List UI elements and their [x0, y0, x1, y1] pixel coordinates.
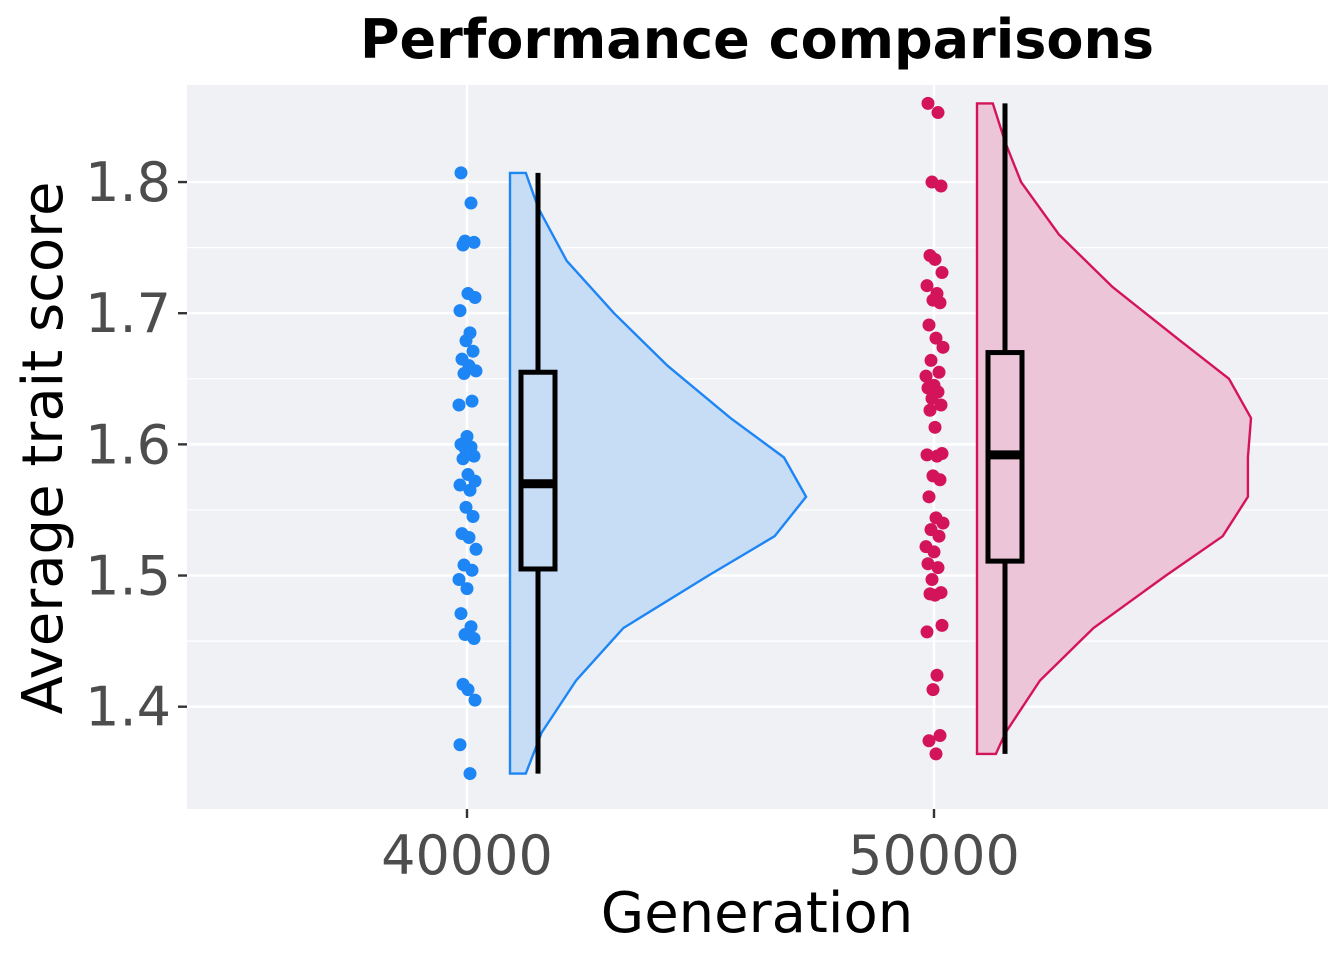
- data-point: [936, 516, 950, 530]
- data-point: [923, 403, 937, 417]
- y-tick-label: 1.5: [85, 545, 171, 608]
- group-50000: [919, 96, 1253, 761]
- data-point: [933, 473, 947, 487]
- data-point: [453, 738, 467, 752]
- data-point: [936, 340, 950, 354]
- data-point: [934, 179, 948, 193]
- data-point: [935, 266, 949, 280]
- data-point: [460, 582, 474, 596]
- data-point: [932, 365, 946, 379]
- data-point: [921, 557, 935, 571]
- x-axis-title: Generation: [601, 881, 913, 946]
- data-point: [928, 588, 942, 602]
- data-point: [920, 448, 934, 462]
- data-point: [931, 561, 945, 575]
- data-point: [924, 353, 938, 367]
- data-point: [922, 318, 936, 332]
- group-40000: [452, 166, 808, 781]
- data-point: [452, 398, 466, 412]
- data-point: [920, 625, 934, 639]
- data-point: [921, 96, 935, 110]
- data-point: [459, 500, 473, 514]
- y-tick-label: 1.8: [85, 151, 171, 214]
- density-curve: [508, 171, 808, 775]
- data-point: [928, 252, 942, 266]
- data-point: [930, 668, 944, 682]
- data-point: [468, 290, 482, 304]
- data-point: [921, 381, 935, 395]
- data-point: [932, 529, 946, 543]
- data-point: [928, 420, 942, 434]
- data-point: [467, 631, 481, 645]
- data-point: [925, 391, 939, 405]
- data-point: [465, 394, 479, 408]
- axis-layer: 1.4 1.5 1.6 1.7 1.8 40000 50000: [85, 151, 1020, 887]
- data-point: [926, 683, 940, 697]
- x-tick-label: 40000: [381, 824, 553, 887]
- data-point: [459, 334, 473, 348]
- data-point: [466, 344, 480, 358]
- data-point: [927, 545, 941, 559]
- data-point: [929, 331, 943, 345]
- data-point: [935, 618, 949, 632]
- data-point: [467, 235, 481, 249]
- data-point: [453, 478, 467, 492]
- data-point: [456, 452, 470, 466]
- data-point: [469, 364, 483, 378]
- data-point: [934, 398, 948, 412]
- data-point: [925, 572, 939, 586]
- data-point: [922, 734, 936, 748]
- density-curve: [975, 102, 1253, 756]
- data-point: [454, 607, 468, 621]
- y-tick-label: 1.4: [85, 676, 171, 739]
- data-point: [462, 531, 476, 544]
- data-point: [468, 693, 482, 707]
- data-point: [464, 196, 478, 210]
- y-tick-label: 1.6: [85, 413, 171, 476]
- data-point: [919, 369, 933, 383]
- data-point: [933, 729, 947, 743]
- data-point: [452, 572, 466, 586]
- data-point: [457, 367, 471, 381]
- data-point: [458, 441, 472, 455]
- data-point: [920, 279, 934, 293]
- data-point: [463, 483, 477, 497]
- data-point: [453, 304, 467, 318]
- box-iqr: [518, 369, 558, 572]
- data-point: [456, 238, 470, 252]
- y-tick-label: 1.7: [85, 282, 171, 345]
- data-point: [463, 767, 477, 781]
- data-point: [466, 510, 480, 524]
- data-point: [930, 449, 944, 463]
- data-point: [929, 747, 943, 761]
- data-point: [467, 449, 481, 463]
- data-point: [469, 542, 483, 556]
- group-layer: [452, 96, 1253, 781]
- chart-title: Performance comparisons: [360, 8, 1154, 71]
- y-axis-title: Average trait score: [11, 182, 76, 715]
- x-tick-label: 50000: [848, 824, 1020, 887]
- data-point: [933, 296, 947, 310]
- data-point: [931, 106, 945, 120]
- data-point: [465, 563, 479, 577]
- data-point: [454, 166, 468, 180]
- data-point: [922, 490, 936, 504]
- data-point: [461, 683, 475, 697]
